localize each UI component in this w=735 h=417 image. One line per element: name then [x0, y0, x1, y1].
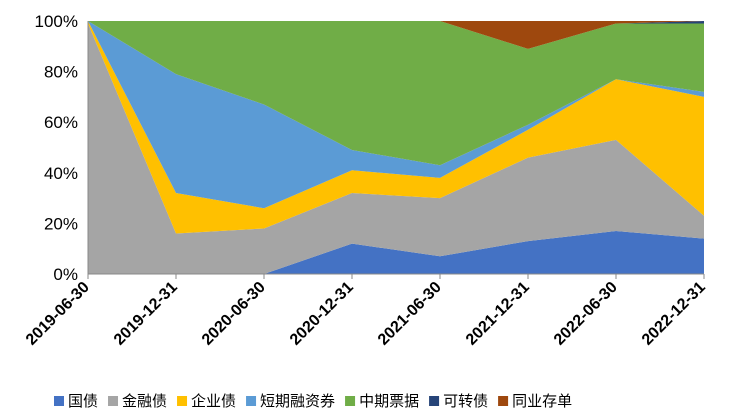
x-tick-label: 2020-06-30	[199, 279, 269, 349]
legend-swatch	[498, 396, 509, 406]
x-tick-label: 2022-06-30	[551, 279, 621, 349]
x-tick-labels: 2019-06-30 2019-12-31 2020-06-30 2020-12-31…	[23, 279, 709, 349]
legend-item-4: 中期票据	[345, 392, 419, 410]
legend: 国债 金融债 企业债 短期融资券 中期票据 可转债 同业存单	[54, 392, 572, 410]
legend-item-2: 企业债	[177, 392, 236, 410]
x-tick-label: 2020-12-31	[287, 279, 357, 349]
legend-label: 中期票据	[359, 392, 419, 410]
legend-swatch	[177, 396, 188, 406]
x-tick-label: 2022-12-31	[639, 279, 709, 349]
area-series-6	[88, 21, 704, 49]
axes-layer	[87, 21, 705, 279]
area-series-4	[88, 21, 704, 166]
legend-swatch	[108, 396, 119, 406]
x-tick-label: 2019-06-30	[23, 279, 93, 349]
legend-item-1: 金融债	[108, 392, 167, 410]
y-tick-label: 60%	[44, 113, 78, 132]
area-series-3	[88, 21, 704, 209]
legend-label: 企业债	[191, 392, 236, 410]
legend-label: 同业存单	[512, 392, 572, 410]
area-series-0	[88, 230, 704, 274]
legend-label: 金融债	[122, 392, 167, 410]
area-series-2	[88, 21, 704, 234]
legend-item-3: 短期融资券	[246, 392, 335, 410]
area-series-1	[88, 23, 704, 275]
x-tick-label: 2019-12-31	[111, 279, 181, 349]
x-tick-label: 2021-06-30	[375, 279, 445, 349]
legend-swatch	[429, 396, 440, 406]
y-tick-label: 20%	[44, 214, 78, 233]
legend-label: 可转债	[443, 392, 488, 410]
y-tick-labels: 0% 20% 40% 60% 80% 100%	[35, 12, 78, 284]
y-tick-label: 100%	[35, 12, 78, 31]
x-tick-label: 2021-12-31	[463, 279, 533, 349]
y-tick-label: 0%	[53, 265, 78, 284]
legend-label: 国债	[68, 392, 98, 410]
legend-item-6: 同业存单	[498, 392, 572, 410]
areas-layer	[88, 21, 704, 275]
legend-swatch	[246, 396, 257, 406]
y-tick-label: 40%	[44, 164, 78, 183]
legend-item-0: 国债	[54, 392, 98, 410]
legend-item-5: 可转债	[429, 392, 488, 410]
legend-swatch	[345, 396, 356, 406]
y-tick-label: 80%	[44, 63, 78, 82]
legend-swatch	[54, 396, 64, 406]
legend-label: 短期融资券	[260, 392, 335, 410]
